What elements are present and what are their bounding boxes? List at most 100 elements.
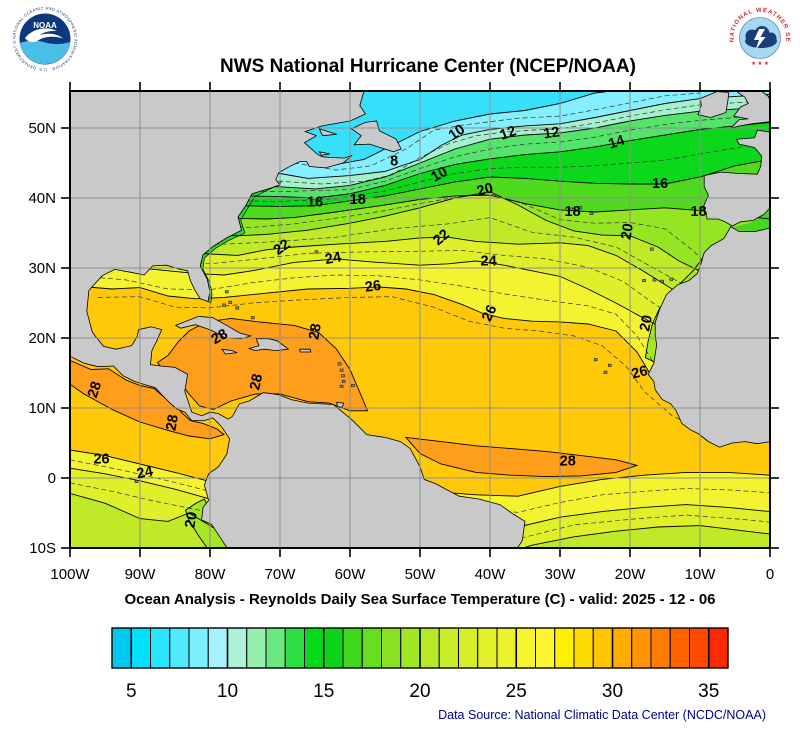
colorbar-cell <box>535 627 556 669</box>
latitude-tick-label: 0 <box>48 470 56 487</box>
isotherm-label: 16 <box>652 176 668 192</box>
colorbar-cell <box>438 627 459 669</box>
data-source-note: Data Source: National Climatic Data Cent… <box>438 708 766 722</box>
colorbar-cell <box>689 627 710 669</box>
nws-logo: NATIONAL WEATHER SERVICE ★ ★ ★ <box>729 7 791 69</box>
isotherm-label: 18 <box>691 204 707 220</box>
map-axis-labels: 50N 40N 30N 20N 10N 0 10S 100W 90W 80W 70W 60W 50W 40… <box>28 120 774 583</box>
colorbar-tick-label: 15 <box>313 681 334 702</box>
noaa-logo: NATIONAL OCEANIC AND ATMOSPHERIC ADMINIS… <box>11 5 78 72</box>
map-gridlines <box>70 91 770 548</box>
colorbar: 5 10 15 20 25 30 35 <box>111 627 729 702</box>
colorbar-cell <box>631 627 652 669</box>
colorbar-cell <box>458 627 479 669</box>
latitude-tick-label: 30N <box>28 260 56 277</box>
longitude-tick-label: 100W <box>50 566 90 583</box>
longitude-tick-label: 70W <box>265 566 297 583</box>
colorbar-cell <box>361 627 382 669</box>
nws-lightning-icon <box>754 29 766 50</box>
isotherm-label: 20 <box>637 314 656 333</box>
colorbar-cell <box>669 627 690 669</box>
noaa-sea-shape <box>19 40 71 65</box>
colorbar-tick-label: 10 <box>217 681 238 702</box>
colorbar-cell <box>188 627 209 669</box>
latitude-tick-label: 10N <box>28 400 56 417</box>
colorbar-tick-label: 20 <box>409 681 430 702</box>
isotherm-label: 28 <box>560 454 576 470</box>
colorbar-cell <box>650 627 671 669</box>
colorbar-cell <box>342 627 363 669</box>
isotherm-label: 20 <box>182 511 201 530</box>
colorbar-cell <box>592 627 613 669</box>
colorbar-tick-label: 30 <box>602 681 623 702</box>
latitude-tick-label: 20N <box>28 330 56 347</box>
isotherm-label: 12 <box>542 124 560 142</box>
longitude-tick-label: 90W <box>125 566 157 583</box>
nws-cloud-icon <box>745 26 777 48</box>
colorbar-cell <box>400 627 421 669</box>
colorbar-cell <box>284 627 305 669</box>
latitude-tick-label: 10S <box>29 540 56 557</box>
longitude-tick-label: 0 <box>766 566 774 583</box>
colorbar-cell <box>515 627 536 669</box>
colorbar-cell <box>573 627 594 669</box>
colorbar-cell <box>111 627 132 669</box>
colorbar-tick-label: 35 <box>698 681 719 702</box>
isotherm-label: 26 <box>630 363 650 383</box>
longitude-tick-label: 50W <box>405 566 437 583</box>
longitude-tick-label: 20W <box>615 566 647 583</box>
isotherm-label: 20 <box>475 180 495 200</box>
isotherm-label: 26 <box>364 278 382 296</box>
map-frame <box>61 82 779 557</box>
latitude-tick-label: 40N <box>28 190 56 207</box>
longitude-tick-label: 80W <box>195 566 227 583</box>
isotherm-label: 16 <box>307 195 323 211</box>
longitude-tick-label: 30W <box>545 566 577 583</box>
colorbar-cell <box>612 627 633 669</box>
noaa-seagull-icon <box>25 28 63 43</box>
colorbar-cell <box>381 627 402 669</box>
colorbar-cell <box>477 627 498 669</box>
noaa-wordmark: NOAA <box>33 21 57 30</box>
colorbar-cell <box>265 627 286 669</box>
colorbar-cell <box>496 627 517 669</box>
page-title: NWS National Hurricane Center (NCEP/NOAA… <box>220 56 636 77</box>
isotherm-label: 12 <box>498 123 519 144</box>
colorbar-cell <box>227 627 248 669</box>
colorbar-tick-label: 25 <box>506 681 527 702</box>
chart-subtitle: Ocean Analysis - Reynolds Daily Sea Surf… <box>124 591 716 608</box>
colorbar-cell <box>323 627 344 669</box>
colorbar-cell <box>246 627 267 669</box>
longitude-tick-label: 60W <box>335 566 367 583</box>
colorbar-tick-label: 5 <box>126 681 137 702</box>
isotherm-label: 10 <box>429 164 451 186</box>
colorbar-cell <box>554 627 575 669</box>
colorbar-cell <box>130 627 151 669</box>
colorbar-cell <box>419 627 440 669</box>
map-isotherm-labels: 8 10 12 12 14 10 16 18 20 18 16 18 20 22 24 22 24 26 26 28 2… <box>85 122 707 530</box>
isotherm-label: 28 <box>163 413 182 432</box>
isotherm-label: 28 <box>306 322 325 341</box>
isotherm-label: 20 <box>618 222 637 241</box>
isotherm-label: 28 <box>247 373 266 392</box>
colorbar-cell <box>150 627 171 669</box>
isotherm-label: 24 <box>324 249 343 268</box>
longitude-tick-label: 10W <box>685 566 717 583</box>
isotherm-label: 28 <box>85 380 105 400</box>
isotherm-label: 24 <box>135 463 154 482</box>
isotherm-label: 18 <box>565 204 581 220</box>
colorbar-cell <box>207 627 228 669</box>
colorbar-cell <box>169 627 190 669</box>
isotherm-label: 10 <box>446 122 468 144</box>
latitude-tick-label: 50N <box>28 120 56 137</box>
isotherm-label: 26 <box>479 303 500 324</box>
colorbar-cell <box>304 627 325 669</box>
colorbar-cell <box>708 627 729 669</box>
isotherm-label: 24 <box>481 254 497 270</box>
nws-stars: ★ ★ ★ <box>751 60 769 67</box>
longitude-tick-label: 40W <box>475 566 507 583</box>
isotherm-label: 26 <box>93 452 109 468</box>
isotherm-label: 22 <box>430 226 453 249</box>
isotherm-label: 18 <box>350 192 366 208</box>
